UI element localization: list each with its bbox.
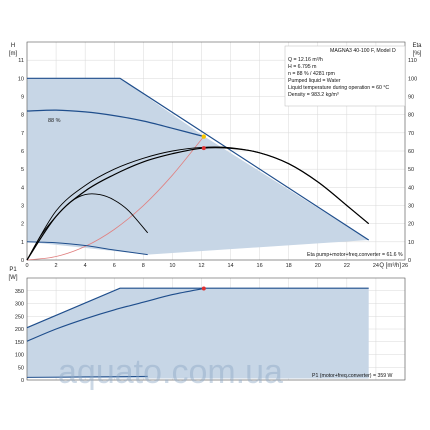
min-speed-curve — [26, 241, 148, 256]
operating-point-head — [201, 134, 206, 139]
y-tick-label: 5 — [21, 167, 24, 173]
y2-axis-unit: [%] — [413, 51, 422, 57]
head-curve — [26, 109, 204, 138]
min-power-curve — [26, 375, 148, 378]
y-tick-label: 1 — [21, 240, 24, 246]
y-tick-label: 4 — [21, 185, 24, 191]
x-tick-label: 6 — [113, 263, 116, 269]
eta-note: Eta pump+motor+freq.converter = 61.6 % — [307, 252, 403, 258]
x-tick-label: 14 — [227, 263, 233, 269]
x-tick-label: 8 — [142, 263, 145, 269]
y-tick-label: 350 — [15, 289, 24, 295]
operating-point-eta — [201, 146, 206, 151]
y2-axis-title: Eta — [412, 43, 422, 49]
y-tick-label: 6 — [21, 149, 24, 155]
info-temperature: Liquid temperature during operation = 60… — [288, 85, 389, 91]
info-box: MAGNA3 40-100 F, Model D Q = 12.16 m³/h … — [284, 45, 406, 107]
x-tick-label: 18 — [286, 263, 292, 269]
y-tick-label: 200 — [15, 327, 24, 333]
x-tick-label: 2 — [55, 263, 58, 269]
y2-tick-label: 10 — [408, 240, 414, 246]
y-tick-label: 0 — [21, 378, 24, 384]
x-axis-title: Q [m³/h] — [379, 263, 401, 269]
max-speed-curve — [27, 77, 370, 241]
watermark: aquato.com.ua — [58, 353, 283, 391]
power-axis-unit: [W] — [9, 275, 18, 281]
power-curve — [26, 287, 204, 342]
operating-range-area — [27, 78, 369, 255]
x-tick-label: 0 — [25, 263, 28, 269]
y-tick-label: 0 — [21, 258, 24, 264]
x-tick-label: 12 — [198, 263, 204, 269]
info-box-frame — [284, 45, 406, 107]
info-speed: n = 88 % / 4281 rpm — [288, 71, 335, 77]
info-flow: Q = 12.16 m³/h — [288, 57, 323, 63]
x-tick-label: 16 — [257, 263, 263, 269]
operating-point-power — [201, 286, 206, 291]
y2-tick-label: 60 — [408, 149, 414, 155]
y-tick-label: 7 — [21, 131, 24, 137]
y2-tick-label: 100 — [408, 76, 417, 82]
y-tick-label: 8 — [21, 113, 24, 119]
y-tick-label: 10 — [18, 76, 24, 82]
x-tick-label: 4 — [84, 263, 87, 269]
p1-note: P1 (motor+freq.converter) = 359 W — [312, 373, 393, 379]
x-tick-label: 26 — [402, 263, 408, 269]
y-tick-label: 9 — [21, 95, 24, 101]
x-tick-label: 10 — [169, 263, 175, 269]
y2-tick-label: 90 — [408, 95, 414, 101]
power-panel: 0 50 100 150 200 250 300 350 P1 [W] — [9, 267, 406, 384]
y-tick-label: 3 — [21, 204, 24, 210]
info-head: H = 6.795 m — [288, 64, 316, 70]
y-tick-label: 150 — [15, 340, 24, 346]
info-density: Density = 983.2 kg/m³ — [288, 92, 339, 98]
y-axis-title: H — [11, 43, 15, 49]
y-axis-unit: [m] — [9, 51, 18, 57]
y2-tick-label: 0 — [408, 258, 411, 264]
plot-frame — [26, 41, 406, 261]
efficiency-curve-min-speed — [26, 193, 149, 261]
x-tick-label: 24 — [373, 263, 379, 269]
y-tick-label: 2 — [21, 222, 24, 228]
efficiency-curve-alt — [26, 146, 369, 261]
y2-tick-label: 50 — [408, 167, 414, 173]
y2-tick-label: 80 — [408, 113, 414, 119]
info-model: MAGNA3 40-100 F, Model D — [330, 48, 396, 54]
max-power-curve — [26, 287, 369, 329]
plot-frame — [26, 277, 406, 381]
info-liquid: Pumped liquid = Water — [288, 78, 341, 84]
y2-tick-label: 20 — [408, 222, 414, 228]
x-tick-label: 20 — [315, 263, 321, 269]
y-tick-label: 250 — [15, 314, 24, 320]
x-tick-label: 22 — [344, 263, 350, 269]
y-tick-label: 50 — [18, 365, 24, 371]
y2-tick-label: 30 — [408, 204, 414, 210]
system-curve — [26, 136, 205, 261]
y2-tick-label: 40 — [408, 185, 414, 191]
power-axis-title: P1 — [9, 267, 17, 273]
y2-tick-label: 110 — [408, 58, 417, 64]
y-tick-label: 11 — [18, 58, 24, 64]
speed-curve-label: 88 % — [48, 118, 61, 124]
y-tick-label: 100 — [15, 353, 24, 359]
y-tick-label: 300 — [15, 302, 24, 308]
y2-tick-label: 70 — [408, 131, 414, 137]
